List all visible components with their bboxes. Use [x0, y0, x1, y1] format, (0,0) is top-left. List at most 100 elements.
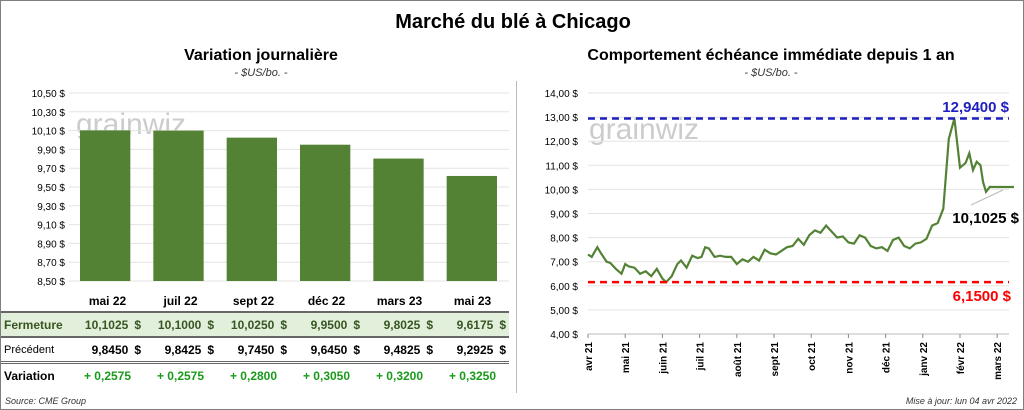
x-tick-label: mars 22 [993, 342, 1004, 380]
cell: 9,7450 $ [217, 337, 290, 363]
cell-value: 9,9500 [310, 317, 348, 332]
y-tick-label: 7,00 $ [550, 258, 578, 269]
table-row-variation: Variation + 0,2575 + 0,2575 + 0,2800 + 0,305… [1, 362, 509, 388]
bar [153, 130, 204, 281]
y-tick-label: 14,00 $ [545, 89, 579, 100]
y-tick-label: 10,10 $ [32, 127, 66, 138]
cell-unit: $ [207, 317, 214, 332]
cell-value: 9,8425 [164, 342, 202, 357]
y-tick-label: 8,00 $ [550, 234, 578, 245]
x-tick-label: mai 21 [621, 342, 632, 374]
cell-value: + 0,2800 [229, 368, 278, 383]
y-tick-label: 10,00 $ [545, 185, 579, 196]
y-tick-label: 9,50 $ [37, 183, 65, 194]
x-tick-label: sept 21 [770, 342, 781, 377]
month-header: mai 23 [453, 294, 492, 308]
cell-unit: $ [280, 317, 287, 332]
x-tick-label: févr 22 [956, 342, 967, 375]
cell-value: 10,1025 [84, 317, 129, 332]
y-tick-label: 9,70 $ [37, 164, 65, 175]
bar [80, 130, 131, 281]
prices-table: mai 22 juil 22 sept 22 déc 22 mars 23 mai 23 … [1, 291, 509, 387]
y-tick-label: 8,90 $ [37, 239, 65, 250]
y-tick-label: 12,00 $ [545, 137, 579, 148]
cell: 9,6450 $ [290, 337, 363, 363]
cell-value: 9,8450 [91, 342, 129, 357]
month-header: déc 22 [307, 294, 346, 308]
line-chart-subtitle: - $US/bo. - [744, 67, 798, 79]
cell: 9,9500 $ [290, 312, 363, 337]
divider [516, 81, 517, 393]
cell-unit: $ [353, 342, 360, 357]
watermark: grainwiz [589, 113, 699, 146]
cell-value: 9,6450 [310, 342, 348, 357]
y-tick-label: 8,70 $ [37, 258, 65, 269]
x-tick-label: déc 21 [882, 342, 893, 374]
x-tick-label: nov 21 [844, 342, 855, 374]
bar-chart: grainwiz 8,50 $8,70 $8,90 $9,10 $9,30 $9… [32, 89, 509, 288]
y-tick-label: 9,30 $ [37, 202, 65, 213]
x-tick-label: avr 21 [584, 342, 595, 371]
x-tick-label: août 21 [733, 342, 744, 377]
updated-note: Mise à jour: lun 04 avr 2022 [905, 396, 1017, 406]
line-chart: grainwiz 4,00 $ 5,00 $ 6,00 $ 7,00 $ 8,00 $ 9… [545, 89, 1020, 380]
x-tick-label: janv 22 [919, 342, 930, 377]
y-tick-label: 4,00 $ [550, 330, 578, 341]
y-tick-label: 9,00 $ [550, 210, 578, 221]
cell-unit: $ [426, 342, 433, 357]
x-tick-label: juil 21 [696, 342, 707, 372]
table-row-fermeture: Fermeture 10,1025 $10,1000 $10,0250 $9,9500 $… [1, 312, 509, 337]
cell-unit: $ [499, 317, 506, 332]
cell-value: 10,1000 [157, 317, 202, 332]
cell: 9,8425 $ [144, 337, 217, 363]
cell: + 0,2800 [217, 363, 290, 388]
cell: 9,8025 $ [363, 312, 436, 337]
header-blank [1, 291, 71, 312]
cell-unit: $ [134, 342, 141, 357]
month-header: mai 22 [88, 294, 127, 308]
bar-chart-title: Variation journalière [184, 47, 338, 64]
cell: + 0,3050 [290, 363, 363, 388]
cell-unit: $ [134, 317, 141, 332]
cell: + 0,3200 [363, 363, 436, 388]
cell: + 0,3250 [436, 363, 509, 388]
bar [373, 158, 424, 281]
cell: 9,2925 $ [436, 337, 509, 363]
last-value-label: 10,1025 $ [952, 210, 1019, 227]
table-row-precedent: Précédent 9,8450 $9,8425 $9,7450 $9,6450 $9,4… [1, 337, 509, 363]
cell-value: 10,0250 [230, 317, 275, 332]
main-title: Marché du blé à Chicago [395, 11, 631, 33]
cell-value: + 0,3050 [302, 368, 351, 383]
cell-value: + 0,3200 [375, 368, 424, 383]
cell: + 0,2575 [144, 363, 217, 388]
cell-unit: $ [499, 342, 506, 357]
row-label: Variation [4, 368, 55, 383]
y-tick-label: 10,30 $ [32, 108, 66, 119]
cell: 9,4825 $ [363, 337, 436, 363]
bar [446, 175, 497, 281]
y-tick-label: 6,00 $ [550, 282, 578, 293]
x-tick-label: oct 21 [807, 342, 818, 371]
cell-unit: $ [280, 342, 287, 357]
cell-value: + 0,2575 [83, 368, 132, 383]
min-label: 6,1500 $ [953, 288, 1012, 305]
cell: 10,1025 $ [71, 312, 144, 337]
bar-chart-subtitle: - $US/bo. - [234, 67, 288, 79]
table-header-row: mai 22 juil 22 sept 22 déc 22 mars 23 mai 23 [1, 291, 509, 312]
y-tick-label: 5,00 $ [550, 306, 578, 317]
cell: 9,6175 $ [436, 312, 509, 337]
y-tick-label: 10,50 $ [32, 89, 66, 100]
y-tick-label: 8,50 $ [37, 277, 65, 288]
cell-unit: $ [353, 317, 360, 332]
month-header: juil 22 [163, 294, 198, 308]
last-leader-line [970, 189, 1004, 206]
month-header: mars 23 [376, 294, 423, 308]
y-tick-label: 11,00 $ [545, 161, 578, 172]
line-chart-title: Comportement échéance immédiate depuis 1… [587, 47, 955, 64]
y-tick-label: 9,90 $ [37, 145, 65, 156]
cell-value: 9,8025 [383, 317, 421, 332]
cell: 9,8450 $ [71, 337, 144, 363]
cell-value: 9,4825 [383, 342, 421, 357]
y-tick-label: 9,10 $ [37, 221, 65, 232]
